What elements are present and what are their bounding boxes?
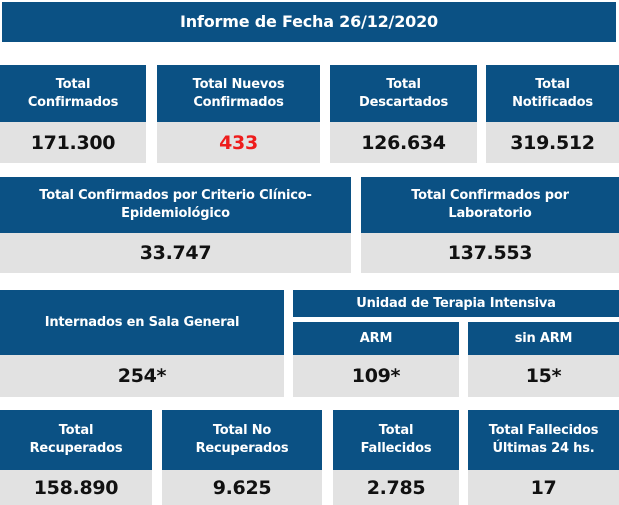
sala-general-label: Internados en Sala General (0, 290, 284, 355)
nuevos-confirmados-value: 433 (157, 122, 320, 163)
notificados-label: Total Notificados (486, 65, 619, 122)
report-title: Informe de Fecha 26/12/2020 (2, 2, 616, 42)
sin-arm-label: sin ARM (468, 322, 619, 355)
total-confirmados-label: Total Confirmados (0, 65, 146, 122)
no-recuperados-label: Total No Recuperados (162, 410, 322, 470)
arm-value: 109* (293, 355, 459, 397)
total-confirmados-value: 171.300 (0, 122, 146, 163)
uti-label: Unidad de Terapia Intensiva (293, 290, 619, 317)
recuperados-value: 158.890 (0, 470, 152, 505)
arm-label: ARM (293, 322, 459, 355)
notificados-value: 319.512 (486, 122, 619, 163)
criterio-clinico-value: 33.747 (0, 233, 351, 273)
laboratorio-label: Total Confirmados por Laboratorio (361, 177, 619, 233)
fallecidos-label: Total Fallecidos (333, 410, 459, 470)
recuperados-label: Total Recuperados (0, 410, 152, 470)
criterio-clinico-label: Total Confirmados por Criterio Clínico-E… (0, 177, 351, 233)
no-recuperados-value: 9.625 (162, 470, 322, 505)
descartados-label: Total Descartados (330, 65, 477, 122)
fallecidos-24h-value: 17 (468, 470, 619, 505)
fallecidos-value: 2.785 (333, 470, 459, 505)
laboratorio-value: 137.553 (361, 233, 619, 273)
sala-general-value: 254* (0, 355, 284, 397)
fallecidos-24h-label: Total Fallecidos Últimas 24 hs. (468, 410, 619, 470)
sin-arm-value: 15* (468, 355, 619, 397)
descartados-value: 126.634 (330, 122, 477, 163)
nuevos-confirmados-label: Total Nuevos Confirmados (157, 65, 320, 122)
